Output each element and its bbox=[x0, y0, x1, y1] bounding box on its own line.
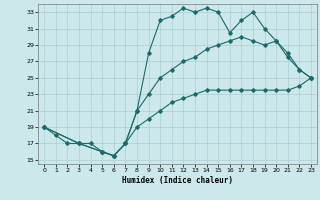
X-axis label: Humidex (Indice chaleur): Humidex (Indice chaleur) bbox=[122, 176, 233, 185]
